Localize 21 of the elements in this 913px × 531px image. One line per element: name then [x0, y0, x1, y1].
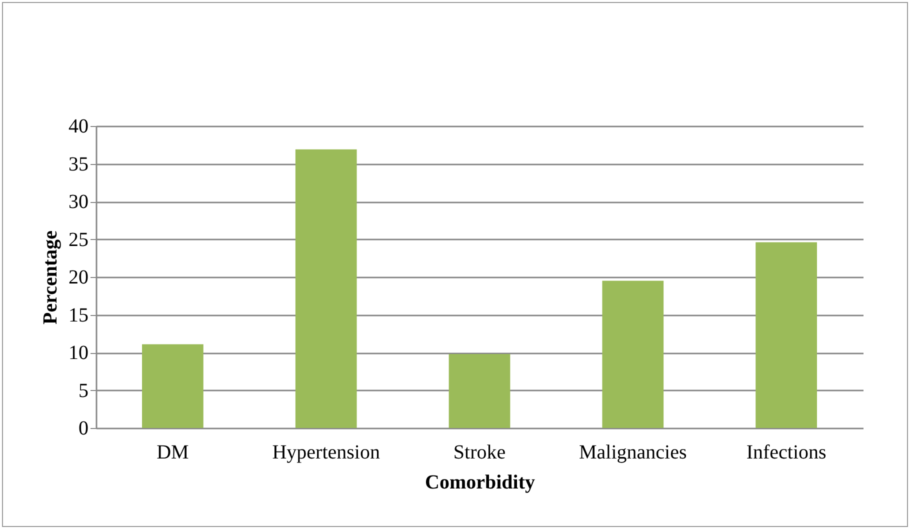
bar — [295, 149, 357, 428]
bar — [448, 354, 510, 428]
y-tick-label: 20 — [68, 266, 88, 288]
y-tick-label: 35 — [68, 153, 88, 176]
y-axis-title: Percentage — [40, 230, 62, 325]
x-axis-title: Comorbidity — [425, 472, 535, 494]
y-tick-label: 5 — [78, 380, 88, 402]
y-tick-label: 40 — [68, 116, 88, 138]
x-tick-label: Stroke — [453, 442, 506, 464]
y-tick-label: 25 — [68, 228, 88, 251]
y-tick-label: 30 — [68, 191, 88, 213]
x-tick-label: Infections — [746, 442, 826, 464]
bar — [756, 242, 817, 428]
y-tick-label: 15 — [68, 304, 88, 326]
x-tick-label: Hypertension — [272, 442, 380, 464]
x-tick-label: DM — [156, 442, 190, 464]
y-tick-label: 10 — [68, 342, 88, 364]
bar — [602, 280, 664, 428]
bar — [142, 344, 204, 428]
y-tick-label: 0 — [78, 418, 88, 440]
x-tick-label: Malignancies — [579, 442, 687, 464]
